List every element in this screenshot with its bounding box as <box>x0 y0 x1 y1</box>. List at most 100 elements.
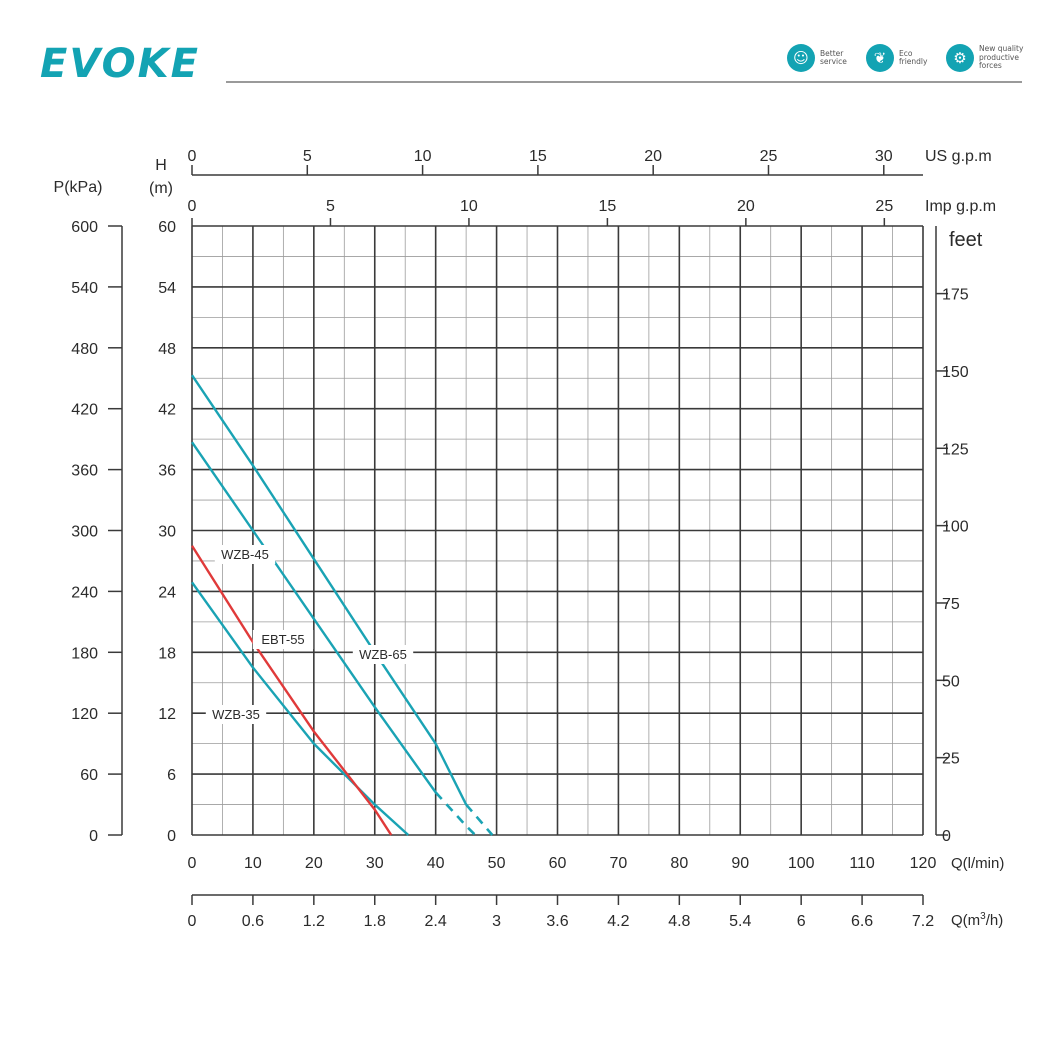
pressure-tick-label: 300 <box>71 524 98 541</box>
us-gpm-tick-label: 10 <box>414 148 432 165</box>
flow-m3h-tick-label: 3 <box>492 913 501 930</box>
flow-m3h-tick-label: 4.2 <box>607 913 629 930</box>
flow-lmin-tick-label: 20 <box>305 855 323 872</box>
head-tick-label: 18 <box>158 645 176 662</box>
curve-wzb-65-dashed <box>465 803 494 836</box>
brand-logo: EVOKE <box>40 41 200 87</box>
head-axis-label: H <box>155 157 167 174</box>
leaf-icon: ❦ <box>866 44 894 72</box>
head-axis-unit: (m) <box>149 180 173 197</box>
flow-m3h-tick-label: 2.4 <box>425 913 447 930</box>
imp-gpm-tick-label: 10 <box>460 198 478 215</box>
curve-wzb-65 <box>191 374 468 806</box>
feet-axis-label: feet <box>949 229 983 251</box>
flow-m3h-tick-label: 1.8 <box>364 913 386 930</box>
label-wzb-45-bg <box>214 545 276 564</box>
feature-label: Eco friendly <box>899 48 928 66</box>
flow-lmin-tick-label: 50 <box>488 855 506 872</box>
flow-lmin-tick-label: 90 <box>731 855 749 872</box>
pressure-tick-label: 600 <box>71 219 98 236</box>
pressure-tick-label: 540 <box>71 280 98 297</box>
us-gpm-tick-label: 0 <box>188 148 197 165</box>
flow-lmin-tick-label: 120 <box>910 855 937 872</box>
curve-wzb-35 <box>191 581 410 836</box>
head-tick-label: 30 <box>158 524 176 541</box>
flow-m3h-tick-label: 6.6 <box>851 913 873 930</box>
curve-wzb-45 <box>191 441 437 794</box>
flow-m3h-tick-label: 7.2 <box>912 913 934 930</box>
imp-gpm-tick-label: 25 <box>875 198 893 215</box>
feet-tick-label: 125 <box>942 441 969 458</box>
flow-m3h-tick-label: 3.6 <box>546 913 568 930</box>
feet-tick-label: 25 <box>942 751 960 768</box>
us-gpm-tick-label: 30 <box>875 148 893 165</box>
label-ebt-55: EBT-55 <box>261 632 304 647</box>
us-gpm-tick-label: 15 <box>529 148 547 165</box>
headset-icon: ☺ <box>787 44 815 72</box>
imp-gpm-tick-label: 0 <box>188 198 197 215</box>
head-tick-label: 36 <box>158 463 176 480</box>
flow-m3h-axis-label: Q(m3/h) <box>951 911 1003 929</box>
flow-lmin-tick-label: 80 <box>670 855 688 872</box>
feature-better-service: ☺ Better service <box>787 43 847 73</box>
header-divider <box>226 81 1022 83</box>
flow-m3h-tick-label: 4.8 <box>668 913 690 930</box>
label-wzb-35-bg <box>205 705 267 724</box>
flow-lmin-axis-label: Q(l/min) <box>951 855 1004 872</box>
flow-lmin-tick-label: 70 <box>610 855 628 872</box>
flow-m3h-tick-label: 1.2 <box>303 913 325 930</box>
feet-tick-label: 50 <box>942 673 960 690</box>
flow-lmin-tick-label: 110 <box>849 855 875 872</box>
curve-wzb-45-dashed <box>434 791 477 836</box>
flow-m3h-tick-label: 0.6 <box>242 913 264 930</box>
flow-m3h-tick-label: 5.4 <box>729 913 751 930</box>
pressure-tick-label: 240 <box>71 584 98 601</box>
flow-lmin-tick-label: 60 <box>549 855 567 872</box>
feature-eco-friendly: ❦ Eco friendly <box>866 43 927 73</box>
pressure-tick-label: 180 <box>71 645 98 662</box>
label-wzb-65-bg <box>352 645 414 664</box>
head-tick-label: 48 <box>158 341 176 358</box>
flow-lmin-tick-label: 30 <box>366 855 384 872</box>
label-wzb-65: WZB-65 <box>359 647 407 662</box>
head-tick-label: 54 <box>158 280 176 297</box>
imp-gpm-tick-label: 5 <box>326 198 335 215</box>
pressure-tick-label: 60 <box>80 767 98 784</box>
gear-icon: ⚙ <box>946 44 974 72</box>
imp-gpm-tick-label: 15 <box>599 198 617 215</box>
head-tick-label: 24 <box>158 584 176 601</box>
label-ebt-55-bg <box>252 630 314 649</box>
feature-label: New quality productive forces <box>979 44 1024 71</box>
feet-tick-label: 0 <box>942 828 951 845</box>
flow-lmin-tick-label: 100 <box>788 855 815 872</box>
curve-ebt-55 <box>190 545 393 836</box>
flow-lmin-tick-label: 10 <box>244 855 262 872</box>
flow-lmin-tick-label: 0 <box>188 855 197 872</box>
feet-tick-label: 175 <box>942 287 969 304</box>
flow-lmin-tick-label: 40 <box>427 855 445 872</box>
pressure-tick-label: 120 <box>71 706 98 723</box>
pressure-tick-label: 360 <box>71 463 98 480</box>
head-tick-label: 12 <box>158 706 176 723</box>
feature-new-quality: ⚙ New quality productive forces <box>946 43 1023 73</box>
pressure-axis-label: P(kPa) <box>54 179 103 196</box>
us-gpm-axis-label: US g.p.m <box>925 148 992 165</box>
head-tick-label: 0 <box>167 828 176 845</box>
us-gpm-tick-label: 5 <box>303 148 312 165</box>
us-gpm-tick-label: 25 <box>760 148 778 165</box>
feet-tick-label: 100 <box>942 519 969 536</box>
imp-gpm-tick-label: 20 <box>737 198 755 215</box>
feet-tick-label: 75 <box>942 596 960 613</box>
us-gpm-tick-label: 20 <box>644 148 662 165</box>
pressure-tick-label: 480 <box>71 341 98 358</box>
feet-tick-label: 150 <box>942 364 969 381</box>
flow-m3h-tick-label: 0 <box>188 913 197 930</box>
head-tick-label: 60 <box>158 219 176 236</box>
pressure-tick-label: 420 <box>71 402 98 419</box>
imp-gpm-axis-label: Imp g.p.m <box>925 198 996 215</box>
flow-m3h-tick-label: 6 <box>797 913 806 930</box>
header: EVOKE ☺ Better service ❦ Eco friendly ⚙ … <box>0 0 1060 100</box>
label-wzb-45: WZB-45 <box>221 547 269 562</box>
head-tick-label: 42 <box>158 402 176 419</box>
